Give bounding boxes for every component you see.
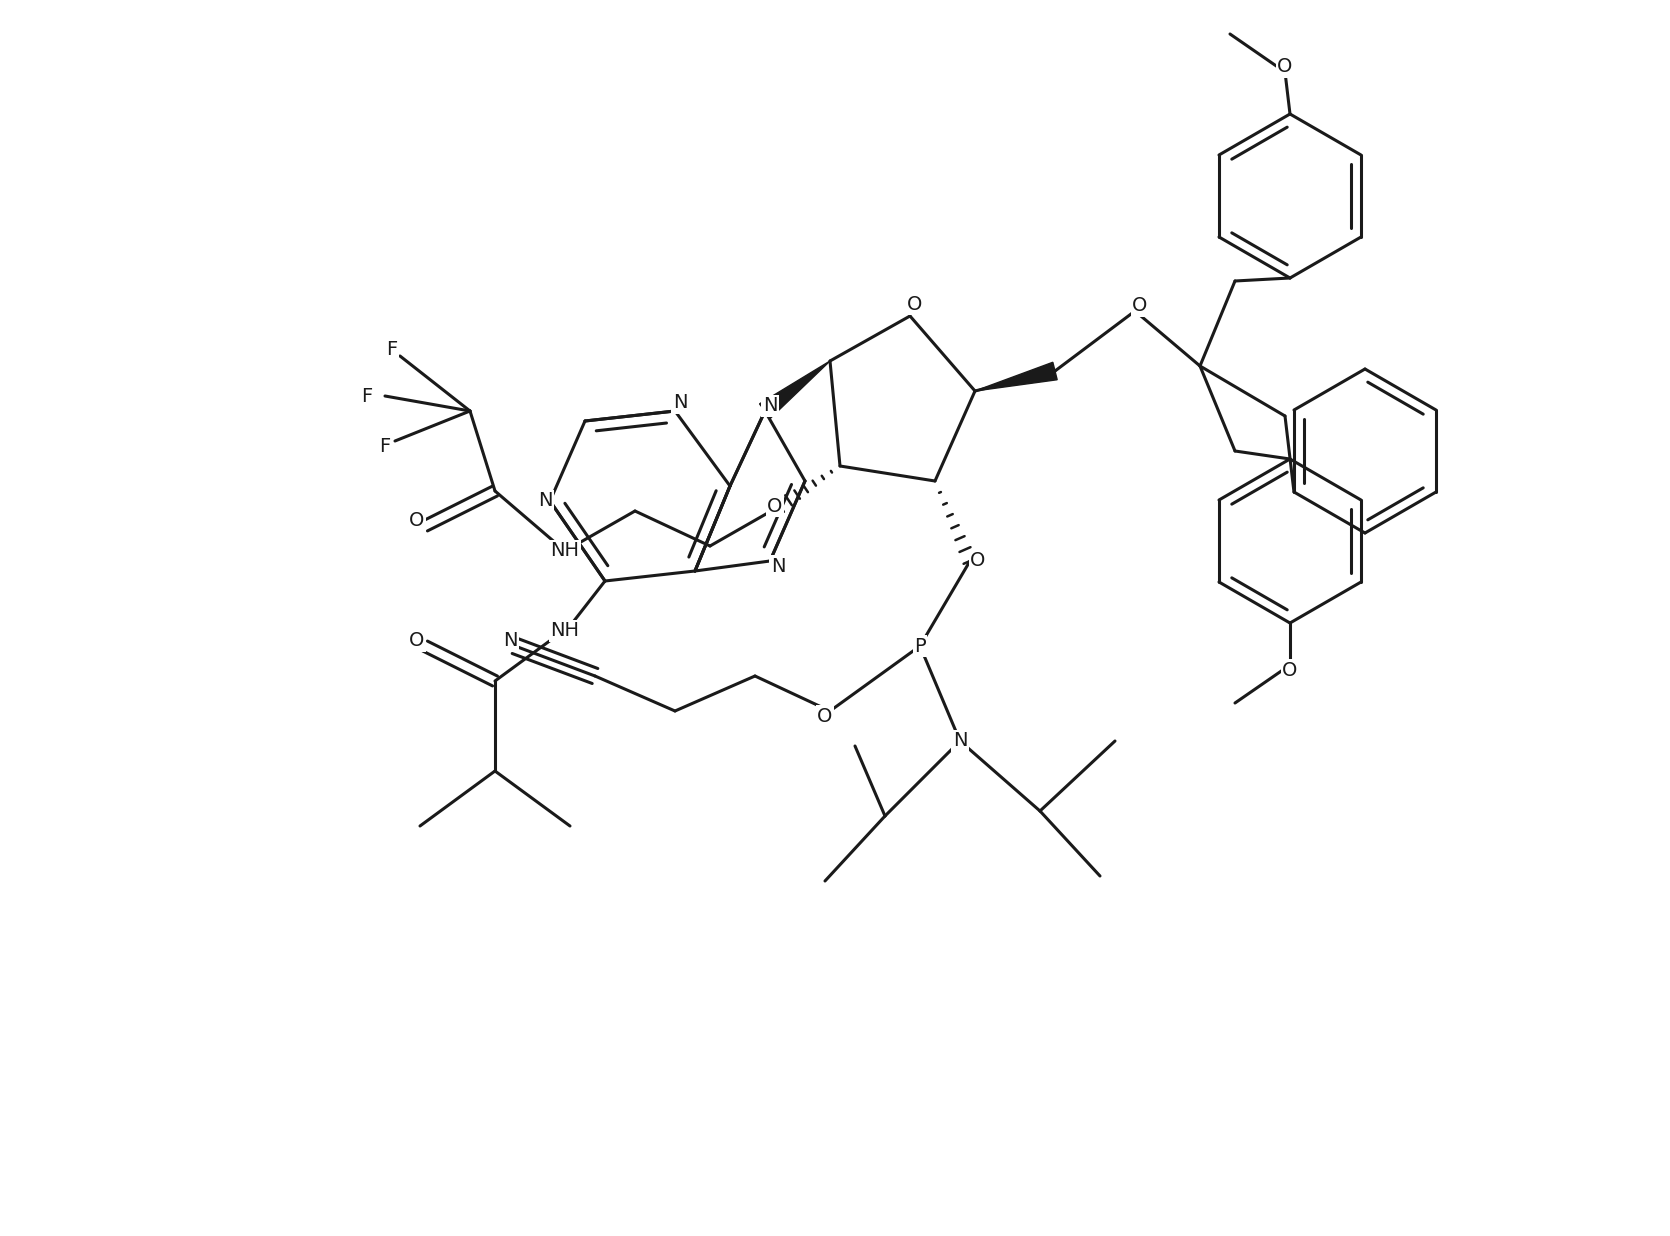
Text: N: N [538,492,553,510]
Text: F: F [386,340,397,360]
Polygon shape [975,362,1057,391]
Text: N: N [954,732,967,750]
Text: O: O [409,512,424,530]
Polygon shape [760,361,830,418]
Text: N: N [503,632,518,650]
Text: N: N [763,397,777,415]
Text: P: P [913,637,925,655]
Text: O: O [767,497,783,515]
Text: F: F [361,387,372,405]
Text: O: O [817,707,833,726]
Text: O: O [409,632,424,650]
Text: O: O [907,294,924,314]
Text: N: N [772,556,785,576]
Text: O: O [1283,660,1298,680]
Text: O: O [970,551,985,571]
Text: N: N [673,393,688,413]
Text: F: F [379,436,391,456]
Text: O: O [1132,297,1147,315]
Text: O: O [1278,58,1293,77]
Text: NH: NH [551,541,579,560]
Text: NH: NH [551,622,579,640]
